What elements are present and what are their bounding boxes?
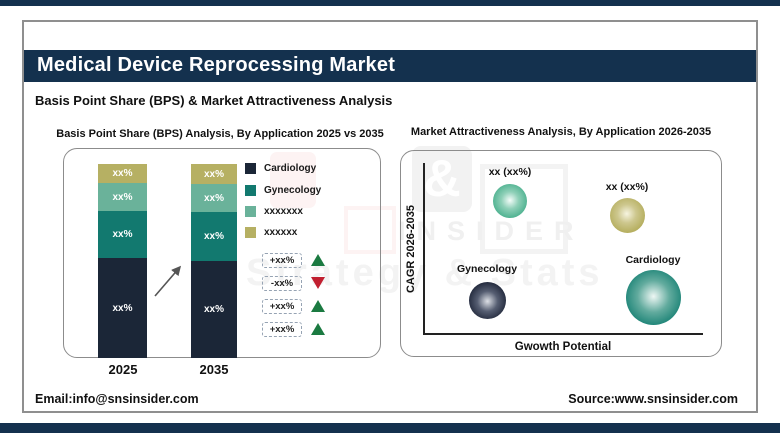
legend-swatch-xxxxxx [245, 227, 256, 238]
legend-swatch-cardiology [245, 163, 256, 174]
bps-change-value-1: +xx% [262, 253, 302, 268]
x-axis-title: Gwowth Potential [514, 341, 612, 353]
title-banner [24, 50, 756, 82]
x-axis-label-2035: 2035 [199, 362, 229, 377]
bar-2025-segment-gynecology: xx% [98, 211, 147, 258]
triangle-up-icon [311, 323, 325, 335]
footer-email: Email:info@snsinsider.com [35, 392, 199, 406]
bubble-gynecology [469, 282, 506, 319]
triangle-up-icon [311, 300, 325, 312]
bar-2035-segment-xxxxxxx: xx% [191, 184, 237, 212]
triangle-down-icon [311, 277, 325, 289]
bar-2025-segment-cardiology: xx% [98, 258, 147, 358]
legend-label: xxxxxxx [264, 206, 303, 217]
legend-swatch-gynecology [245, 185, 256, 196]
legend-item-xxxxxxx: xxxxxxx [245, 206, 303, 217]
page-title: Medical Device Reprocessing Market [37, 54, 396, 76]
bps-change-value-2: -xx% [262, 276, 302, 291]
bar-2035-segment-cardiology: xx% [191, 261, 237, 358]
bar-2035-segment-xxxxxx: xx% [191, 164, 237, 184]
bubble-cardiology [626, 270, 681, 325]
page-subtitle: Basis Point Share (BPS) & Market Attract… [35, 93, 393, 108]
legend-label: Cardiology [264, 163, 317, 174]
bubble-label: xx (xx%) [605, 181, 649, 193]
x-axis-label-2025: 2025 [108, 362, 138, 377]
attractiveness-chart-title: Market Attractiveness Analysis, By Appli… [410, 126, 712, 138]
y-axis-title: CAGR 2026-2035 [405, 204, 417, 294]
legend-item-gynecology: Gynecology [245, 185, 321, 196]
bubble-label-gynecology: Gynecology [456, 263, 518, 275]
bottom-accent-bar [0, 423, 780, 433]
legend-item-xxxxxx: xxxxxx [245, 227, 297, 238]
bps-change-value-3: +xx% [262, 299, 302, 314]
bubble-label: xx (xx%) [488, 166, 532, 178]
footer-source: Source:www.snsinsider.com [568, 392, 738, 406]
bps-change-value-4: +xx% [262, 322, 302, 337]
bar-2025-segment-xxxxxx: xx% [98, 164, 147, 183]
legend-label: xxxxxx [264, 227, 298, 238]
legend-item-cardiology: Cardiology [245, 163, 316, 174]
bps-chart-title: Basis Point Share (BPS) Analysis, By App… [56, 128, 384, 140]
growth-arrow-icon [154, 265, 182, 297]
triangle-up-icon [311, 254, 325, 266]
y-axis-line [423, 163, 425, 334]
bubble-khaki [610, 198, 645, 233]
legend-label: Gynecology [264, 185, 322, 196]
bar-2025-segment-xxxxxxx: xx% [98, 183, 147, 211]
bar-2035-segment-gynecology: xx% [191, 212, 237, 261]
bubble-teal [493, 184, 527, 218]
bubble-label-cardiology: Cardiology [625, 254, 681, 266]
x-axis-line [423, 333, 703, 335]
legend-swatch-xxxxxxx [245, 206, 256, 217]
top-accent-bar [0, 0, 780, 6]
attractiveness-chart-panel [400, 150, 722, 357]
